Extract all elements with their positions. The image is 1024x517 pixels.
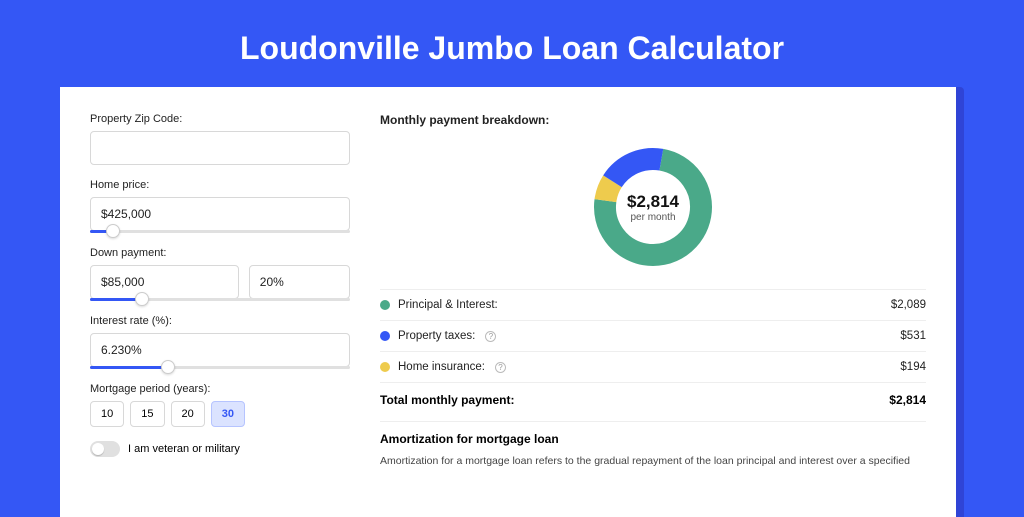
line-item-value: $2,089	[891, 299, 926, 311]
page-title: Loudonville Jumbo Loan Calculator	[0, 0, 1024, 87]
donut-container: $2,814 per month	[380, 137, 926, 289]
donut-center: $2,814 per month	[589, 143, 717, 271]
donut-amount: $2,814	[627, 192, 679, 212]
line-item-label: Property taxes:	[398, 330, 475, 342]
swatch-icon	[380, 331, 390, 341]
price-label: Home price:	[90, 179, 350, 191]
price-input[interactable]	[90, 197, 350, 231]
donut-sub: per month	[630, 212, 675, 223]
down-label: Down payment:	[90, 247, 350, 259]
period-field: Mortgage period (years): 1015 2030	[90, 383, 350, 427]
form-panel: Property Zip Code: Home price: Down paym…	[90, 113, 350, 517]
breakdown-title: Monthly payment breakdown:	[380, 113, 926, 127]
total-value: $2,814	[889, 393, 926, 407]
period-btn-20[interactable]: 20	[171, 401, 205, 427]
rate-input[interactable]	[90, 333, 350, 367]
veteran-row: I am veteran or military	[90, 441, 350, 457]
line-item-value: $531	[900, 330, 926, 342]
down-pct-input[interactable]	[249, 265, 350, 299]
rate-label: Interest rate (%):	[90, 315, 350, 327]
zip-field: Property Zip Code:	[90, 113, 350, 165]
down-slider[interactable]	[90, 298, 350, 301]
total-label: Total monthly payment:	[380, 393, 514, 407]
down-amount-input[interactable]	[90, 265, 239, 299]
veteran-label: I am veteran or military	[128, 443, 240, 455]
line-item: Home insurance:? $194	[380, 352, 926, 382]
rate-field: Interest rate (%):	[90, 315, 350, 369]
line-item-value: $194	[900, 361, 926, 373]
period-label: Mortgage period (years):	[90, 383, 350, 395]
period-btn-30[interactable]: 30	[211, 401, 245, 427]
line-item-label: Home insurance:	[398, 361, 485, 373]
down-field: Down payment:	[90, 247, 350, 301]
calculator-card: Property Zip Code: Home price: Down paym…	[60, 87, 956, 517]
price-field: Home price:	[90, 179, 350, 233]
divider	[380, 421, 926, 422]
period-buttons: 1015 2030	[90, 401, 350, 427]
swatch-icon	[380, 300, 390, 310]
info-icon[interactable]: ?	[495, 362, 506, 373]
down-slider-handle[interactable]	[135, 292, 149, 306]
rate-slider[interactable]	[90, 366, 350, 369]
card-shadow: Property Zip Code: Home price: Down paym…	[60, 87, 964, 517]
amort-text: Amortization for a mortgage loan refers …	[380, 454, 926, 469]
period-btn-10[interactable]: 10	[90, 401, 124, 427]
veteran-toggle[interactable]	[90, 441, 120, 457]
line-item: Principal & Interest: $2,089	[380, 290, 926, 320]
line-items: Principal & Interest: $2,089 Property taxe…	[380, 290, 926, 382]
zip-label: Property Zip Code:	[90, 113, 350, 125]
amort-title: Amortization for mortgage loan	[380, 432, 926, 446]
rate-slider-fill	[90, 366, 168, 369]
total-row: Total monthly payment: $2,814	[380, 383, 926, 421]
period-btn-15[interactable]: 15	[130, 401, 164, 427]
swatch-icon	[380, 362, 390, 372]
veteran-toggle-knob	[92, 443, 104, 455]
price-slider-handle[interactable]	[106, 224, 120, 238]
line-item: Property taxes:? $531	[380, 321, 926, 351]
rate-slider-handle[interactable]	[161, 360, 175, 374]
breakdown-panel: Monthly payment breakdown: $2,814 per mo…	[380, 113, 926, 517]
price-slider[interactable]	[90, 230, 350, 233]
line-item-label: Principal & Interest:	[398, 299, 498, 311]
zip-input[interactable]	[90, 131, 350, 165]
info-icon[interactable]: ?	[485, 331, 496, 342]
donut-chart: $2,814 per month	[589, 143, 717, 271]
